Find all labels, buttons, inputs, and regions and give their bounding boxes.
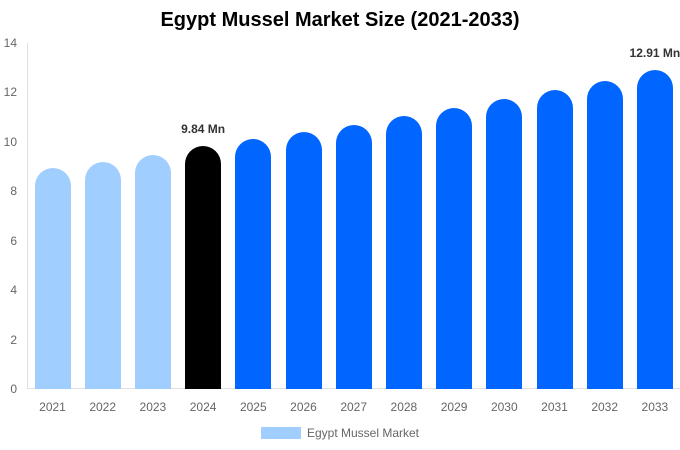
x-tick-label: 2027 (340, 400, 368, 414)
x-tick-label: 2031 (541, 400, 568, 414)
bar-2021[interactable] (34, 168, 71, 389)
x-tick-label: 2028 (390, 400, 418, 414)
y-tick-label: 8 (10, 184, 17, 199)
legend-swatch (260, 427, 301, 439)
legend-label: Egypt Mussel Market (306, 426, 420, 440)
bar-2022[interactable] (84, 161, 121, 389)
bar-2024[interactable] (185, 145, 222, 389)
bar-2032[interactable] (586, 81, 623, 389)
x-tick-label: 2023 (139, 400, 167, 414)
bar-2028[interactable] (385, 116, 422, 389)
chart-title: Egypt Mussel Market Size (2021-2033) (160, 9, 520, 31)
bar-2029[interactable] (436, 107, 473, 389)
x-tick-label: 2030 (490, 400, 518, 414)
y-tick-label: 14 (3, 36, 17, 50)
x-tick-label: 2026 (290, 400, 317, 414)
legend[interactable]: Egypt Mussel Market (0, 426, 680, 440)
x-tick-label: 2022 (89, 400, 117, 414)
data-label-2033: 12.91 Mn (629, 45, 680, 60)
bar-2027[interactable] (335, 124, 372, 389)
bar-2026[interactable] (285, 131, 322, 389)
y-tick-label: 10 (3, 134, 17, 149)
x-tick-label: 2029 (440, 400, 468, 414)
y-tick-label: 0 (10, 382, 17, 396)
bar-2030[interactable] (486, 99, 523, 389)
bar-2025[interactable] (235, 138, 272, 389)
x-tick-label: 2033 (641, 400, 669, 414)
x-tick-label: 2025 (239, 400, 267, 414)
y-axis-line (27, 43, 28, 389)
y-tick-label: 6 (10, 233, 17, 248)
x-tick-label: 2032 (591, 400, 619, 414)
x-tick-label: 2024 (189, 400, 217, 414)
x-tick-label: 2021 (39, 400, 66, 414)
bar-2023[interactable] (134, 154, 171, 389)
y-tick-label: 4 (10, 283, 17, 298)
data-label-2024: 9.84 Mn (181, 121, 226, 136)
bar-2031[interactable] (536, 90, 573, 389)
bar-2033[interactable] (636, 69, 673, 389)
y-tick-label: 2 (10, 332, 17, 347)
y-tick-label: 12 (3, 85, 17, 100)
